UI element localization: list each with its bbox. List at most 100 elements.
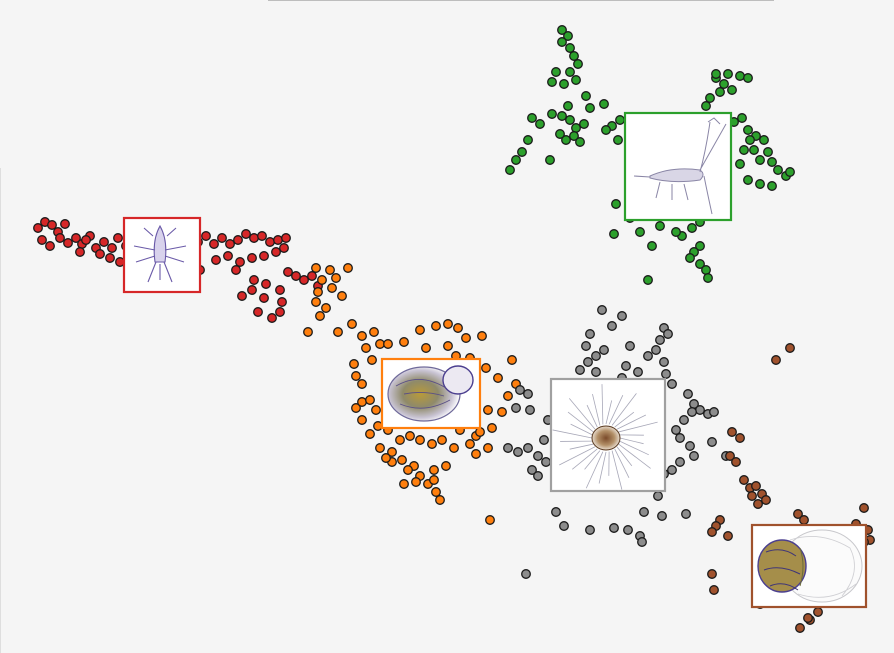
nauplius-larva-point bbox=[277, 297, 287, 307]
rotifer-point bbox=[315, 311, 325, 321]
rotifer-point bbox=[415, 325, 425, 335]
radiolarian-point bbox=[671, 425, 681, 435]
nauplius-larva-point bbox=[267, 313, 277, 323]
nauplius-larva-point bbox=[279, 243, 289, 253]
copepod-point bbox=[505, 165, 515, 175]
dinoflagellate-point bbox=[813, 607, 823, 617]
nauplius-larva-point bbox=[233, 235, 243, 245]
copepod-point bbox=[559, 79, 569, 89]
radiolarian-point bbox=[681, 509, 691, 519]
rotifer-point bbox=[313, 287, 323, 297]
nauplius-larva-point bbox=[81, 235, 91, 245]
radiolarian-point bbox=[675, 457, 685, 467]
radiolarian-thumbnail bbox=[549, 377, 667, 493]
nauplius-larva-point bbox=[249, 275, 259, 285]
rotifer-point bbox=[347, 319, 357, 329]
copepod-point bbox=[601, 125, 611, 135]
copepod-point bbox=[755, 155, 765, 165]
copepod-point bbox=[705, 93, 715, 103]
rotifer-point bbox=[333, 327, 343, 337]
rotifer-point bbox=[383, 339, 393, 349]
radiolarian-point bbox=[541, 457, 551, 467]
copepod-point bbox=[743, 175, 753, 185]
rotifer-point bbox=[435, 495, 445, 505]
copepod-point bbox=[545, 155, 555, 165]
copepod-point bbox=[569, 131, 579, 141]
rotifer-point bbox=[437, 435, 447, 445]
rotifer-point bbox=[405, 431, 415, 441]
rotifer-point bbox=[493, 373, 503, 383]
rotifer-point bbox=[461, 333, 471, 343]
rotifer-point bbox=[465, 439, 475, 449]
copepod-point bbox=[561, 135, 571, 145]
nauplius-larva-point bbox=[107, 243, 117, 253]
copepod-point bbox=[727, 85, 737, 95]
copepod-point bbox=[611, 199, 621, 209]
rotifer-point bbox=[321, 303, 331, 313]
dinoflagellate-point bbox=[753, 499, 763, 509]
dinoflagellate-point bbox=[709, 585, 719, 595]
copepod-point bbox=[527, 113, 537, 123]
copepod-point bbox=[555, 129, 565, 139]
nauplius-larva-point bbox=[201, 231, 211, 241]
copepod-point bbox=[557, 37, 567, 47]
rotifer-point bbox=[365, 395, 375, 405]
radiolarian-point bbox=[581, 341, 591, 351]
rotifer-point bbox=[395, 435, 405, 445]
radiolarian-point bbox=[633, 367, 643, 377]
copepod-point bbox=[551, 67, 561, 77]
rotifer-point bbox=[327, 283, 337, 293]
rotifer-point bbox=[325, 265, 335, 275]
copepod-point bbox=[579, 119, 589, 129]
dinoflagellate-point bbox=[725, 451, 735, 461]
rotifer-point bbox=[357, 379, 367, 389]
copepod-point bbox=[647, 241, 657, 251]
radiolarian-point bbox=[515, 385, 525, 395]
rotifer-point bbox=[387, 447, 397, 457]
rotifer-point bbox=[397, 455, 407, 465]
radiolarian-point bbox=[527, 465, 537, 475]
radiolarian-point bbox=[583, 357, 593, 367]
radiolarian-point bbox=[609, 523, 619, 533]
copepod-point bbox=[571, 123, 581, 133]
nauplius-larva-point bbox=[33, 223, 43, 233]
copepod-point bbox=[655, 221, 665, 231]
radiolarian-point bbox=[661, 369, 671, 379]
radiolarian-point bbox=[551, 507, 561, 517]
radiolarian-point bbox=[533, 451, 543, 461]
dinoflagellate-point bbox=[859, 503, 869, 513]
copepod-point bbox=[703, 273, 713, 283]
copepod-point bbox=[563, 31, 573, 41]
rotifer-point bbox=[485, 515, 495, 525]
copepod-point bbox=[565, 43, 575, 53]
radiolarian-point bbox=[637, 537, 647, 547]
copepod-point bbox=[565, 115, 575, 125]
rotifer-point bbox=[477, 331, 487, 341]
radiolarian-point bbox=[591, 367, 601, 377]
copepod-point bbox=[575, 137, 585, 147]
rotifer-point bbox=[357, 415, 367, 425]
nauplius-larva-point bbox=[275, 307, 285, 317]
copepod-point bbox=[571, 75, 581, 85]
rotifer-point bbox=[357, 331, 367, 341]
nauplius-larva-point bbox=[71, 233, 81, 243]
nauplius-larva-point bbox=[273, 235, 283, 245]
nauplius-larva-point bbox=[275, 285, 285, 295]
rotifer-point bbox=[471, 449, 481, 459]
rotifer-point bbox=[443, 341, 453, 351]
nauplius-larva-point bbox=[105, 253, 115, 263]
copepod-point bbox=[739, 145, 749, 155]
rotifer-point bbox=[365, 429, 375, 439]
nauplius-larva-point bbox=[237, 291, 247, 301]
dinoflagellate-point bbox=[785, 343, 795, 353]
radiolarian-point bbox=[625, 341, 635, 351]
rotifer-point bbox=[507, 355, 517, 365]
nauplius-larva-point bbox=[261, 279, 271, 289]
rotifer-point bbox=[431, 321, 441, 331]
dinoflagellate-point bbox=[761, 495, 771, 505]
rotifer-point bbox=[361, 343, 371, 353]
dinoflagellate-point bbox=[707, 527, 717, 537]
nauplius-larva-point bbox=[47, 220, 57, 230]
radiolarian-point bbox=[585, 329, 595, 339]
